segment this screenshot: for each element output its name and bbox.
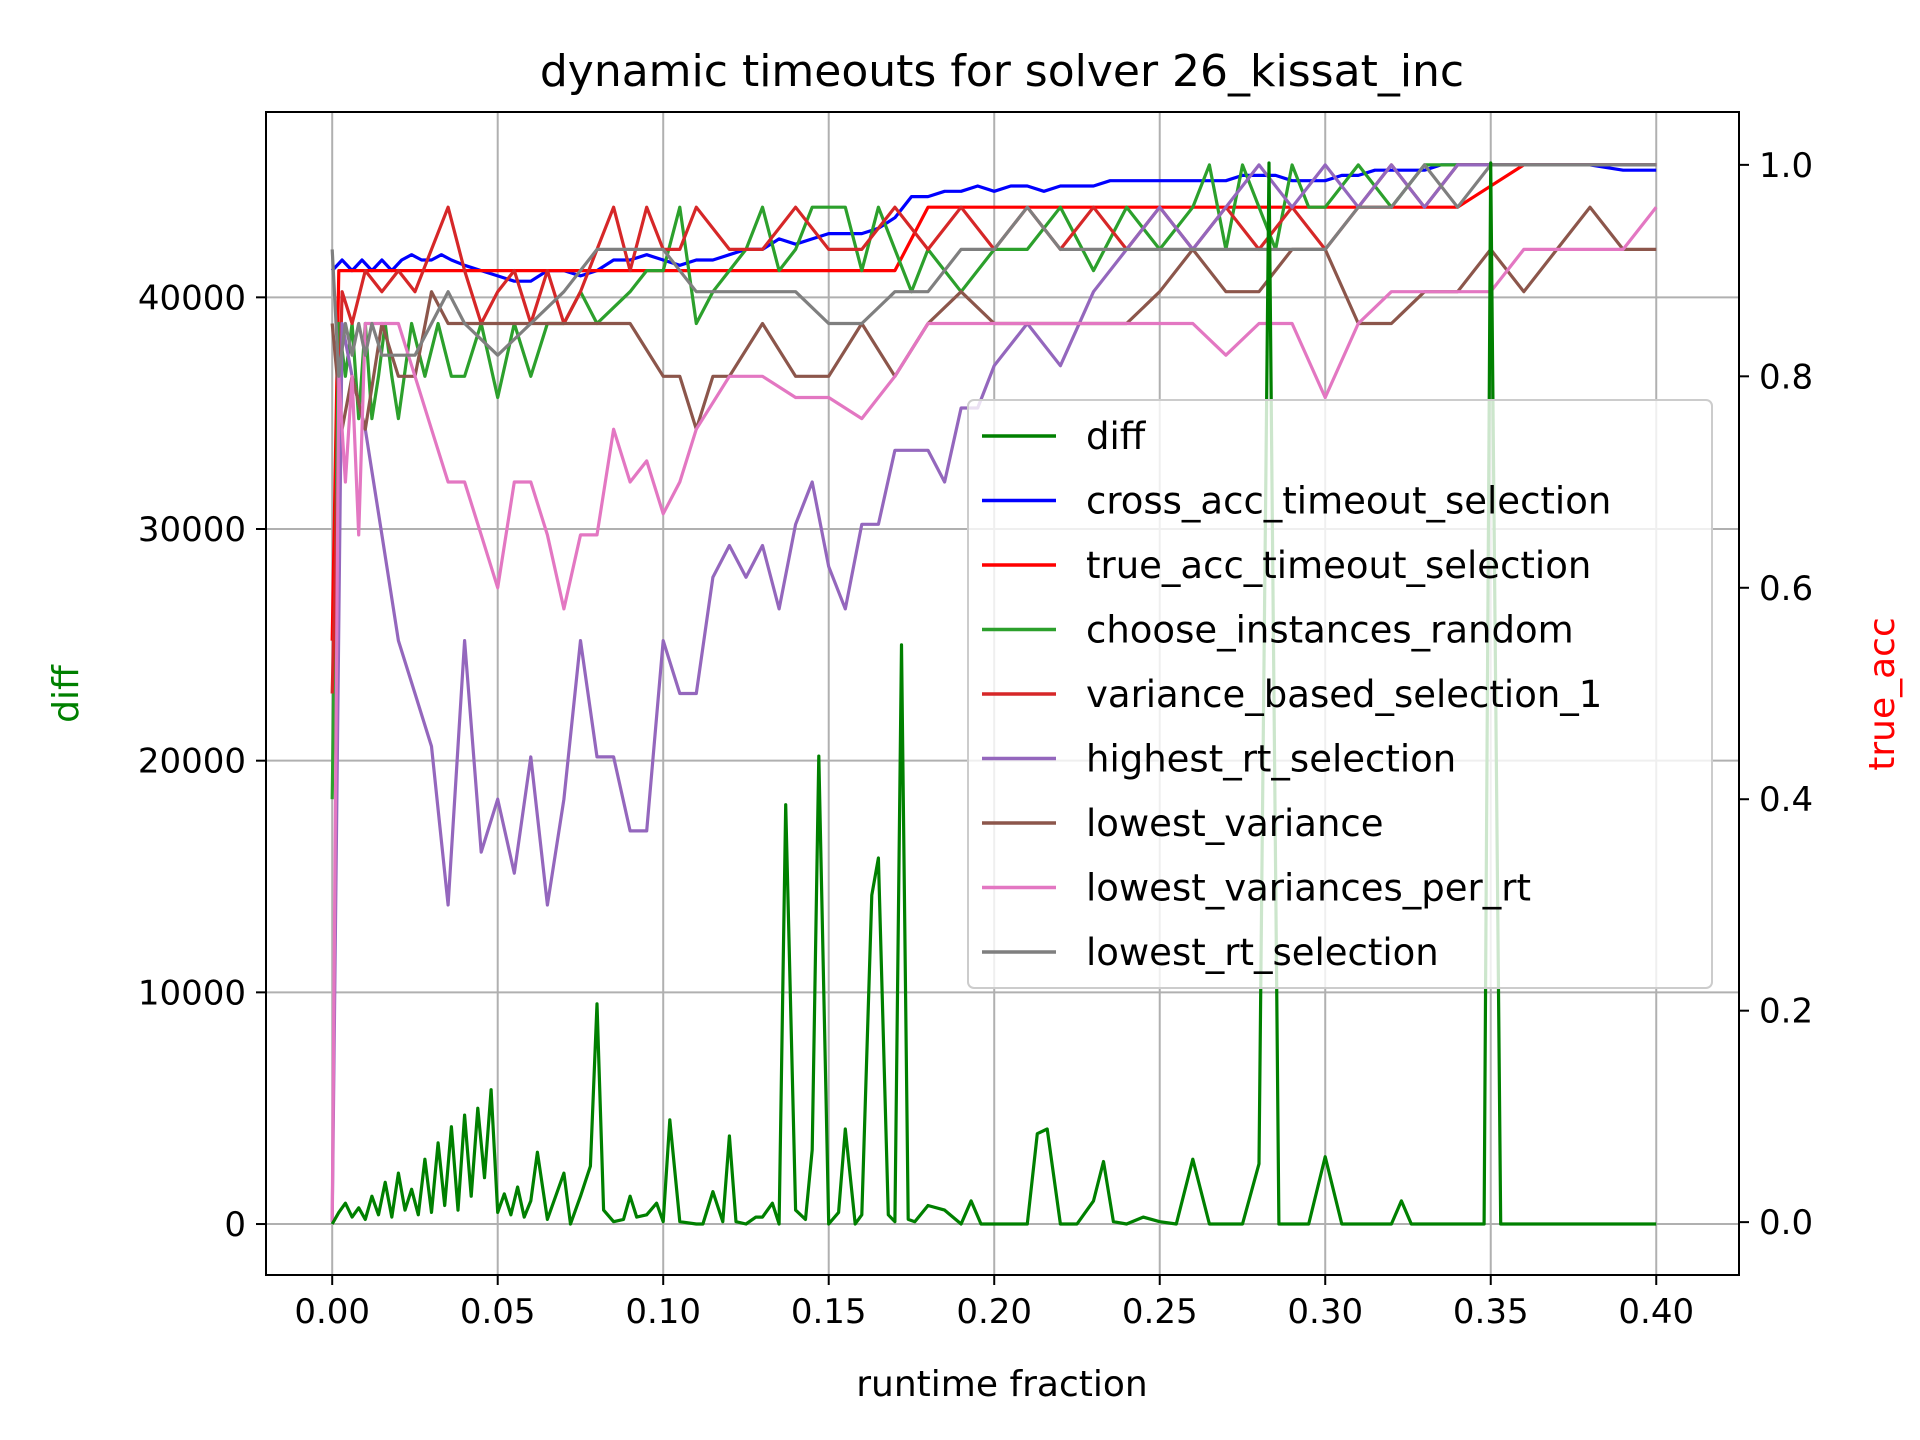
legend-label: choose_instances_random	[1086, 609, 1574, 652]
series-line-lowest_rt_selection	[330, 163, 1657, 378]
y-right-tick-label: 0.6	[1759, 569, 1813, 609]
x-tick-label: 0.40	[1618, 1292, 1694, 1332]
series-line-lowest_variances_per_rt	[330, 206, 1658, 1223]
x-tick-label: 0.35	[1453, 1292, 1529, 1332]
legend-label: diff	[1086, 415, 1147, 458]
legend-label: lowest_variance	[1086, 802, 1384, 845]
series-line-highest_rt_selection	[330, 163, 1657, 1223]
x-tick-label: 0.25	[1122, 1292, 1198, 1332]
chart-title: dynamic timeouts for solver 26_kissat_in…	[540, 46, 1464, 97]
y-right-tick-label: 0.4	[1759, 780, 1813, 820]
x-tick-label: 0.20	[956, 1292, 1032, 1332]
x-axis: 0.00 0.05 0.10 0.15 0.20 0.25 0.30 0.35 0.40	[294, 1275, 1694, 1332]
x-tick-label: 0.05	[460, 1292, 536, 1332]
y-axis-right-title: true_acc	[1862, 617, 1903, 771]
legend-label: true_acc_timeout_selection	[1086, 544, 1591, 587]
plot-frame	[265, 111, 1740, 1276]
series-line-lowest_variance	[330, 205, 1657, 431]
legend-label: cross_acc_timeout_selection	[1086, 480, 1611, 523]
y-right-tick-label: 0.0	[1759, 1203, 1813, 1243]
series-layer	[330, 161, 1658, 1226]
series-line-cross_acc_timeout_selection	[331, 163, 1657, 283]
y-right-tick-label: 1.0	[1759, 146, 1813, 186]
y-axis-left-title: diff	[46, 664, 87, 723]
legend-label: highest_rt_selection	[1086, 738, 1456, 781]
legend: diff cross_acc_timeout_selection true_acc_…	[967, 399, 1713, 989]
y-axis-right: 0.0 0.2 0.4 0.6 0.8 1.0	[1739, 146, 1813, 1243]
legend-label: lowest_variances_per_rt	[1086, 867, 1531, 910]
legend-box	[967, 399, 1713, 989]
x-tick-label: 0.00	[294, 1292, 370, 1332]
x-tick-label: 0.15	[791, 1292, 867, 1332]
x-tick-label: 0.30	[1287, 1292, 1363, 1332]
legend-label: lowest_rt_selection	[1086, 931, 1439, 974]
y-axis-left: 0 10000 20000 30000 40000	[138, 278, 266, 1245]
x-axis-title: runtime fraction	[856, 1364, 1148, 1405]
y-right-tick-label: 0.8	[1759, 357, 1813, 397]
x-tick-label: 0.10	[625, 1292, 701, 1332]
series-line-diff	[330, 161, 1657, 1226]
y-left-tick-label: 20000	[138, 742, 246, 782]
y-left-tick-label: 40000	[138, 278, 246, 318]
y-left-tick-label: 0	[224, 1205, 246, 1245]
y-left-tick-label: 10000	[138, 973, 246, 1013]
y-right-tick-label: 0.2	[1759, 992, 1813, 1032]
legend-label: variance_based_selection_1	[1086, 673, 1602, 716]
y-left-tick-label: 30000	[138, 510, 246, 550]
